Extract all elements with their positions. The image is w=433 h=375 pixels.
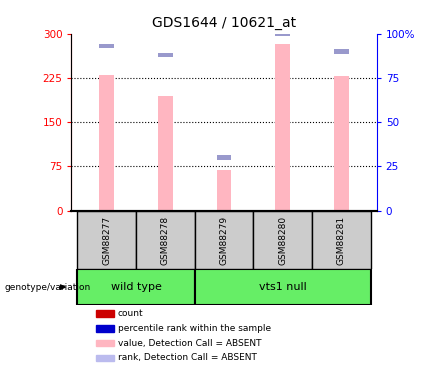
Bar bbox=[96, 310, 114, 317]
Text: GSM88277: GSM88277 bbox=[102, 215, 111, 265]
Bar bbox=[253, 210, 312, 270]
Bar bbox=[99, 75, 114, 210]
Text: GSM88279: GSM88279 bbox=[220, 215, 229, 265]
Bar bbox=[96, 325, 114, 332]
Bar bbox=[275, 32, 290, 36]
Text: GSM88281: GSM88281 bbox=[337, 215, 346, 265]
Bar bbox=[312, 210, 371, 270]
Bar bbox=[136, 210, 195, 270]
Bar bbox=[334, 49, 349, 54]
Bar bbox=[96, 340, 114, 346]
Bar bbox=[78, 210, 136, 270]
Bar bbox=[99, 44, 114, 48]
Bar bbox=[334, 76, 349, 210]
Bar bbox=[195, 210, 253, 270]
Text: GSM88278: GSM88278 bbox=[161, 215, 170, 265]
Bar bbox=[78, 270, 195, 305]
Bar bbox=[217, 171, 231, 210]
Bar bbox=[195, 270, 371, 305]
Title: GDS1644 / 10621_at: GDS1644 / 10621_at bbox=[152, 16, 296, 30]
Bar bbox=[158, 96, 173, 210]
Text: vts1 null: vts1 null bbox=[259, 282, 307, 292]
Bar bbox=[96, 355, 114, 361]
Text: wild type: wild type bbox=[110, 282, 162, 292]
Text: count: count bbox=[118, 309, 143, 318]
Bar bbox=[217, 155, 231, 160]
Bar bbox=[158, 53, 173, 57]
Text: rank, Detection Call = ABSENT: rank, Detection Call = ABSENT bbox=[118, 353, 257, 362]
Text: GSM88280: GSM88280 bbox=[278, 215, 287, 265]
Text: genotype/variation: genotype/variation bbox=[4, 283, 90, 292]
Bar bbox=[275, 44, 290, 210]
Text: percentile rank within the sample: percentile rank within the sample bbox=[118, 324, 271, 333]
Text: value, Detection Call = ABSENT: value, Detection Call = ABSENT bbox=[118, 339, 262, 348]
